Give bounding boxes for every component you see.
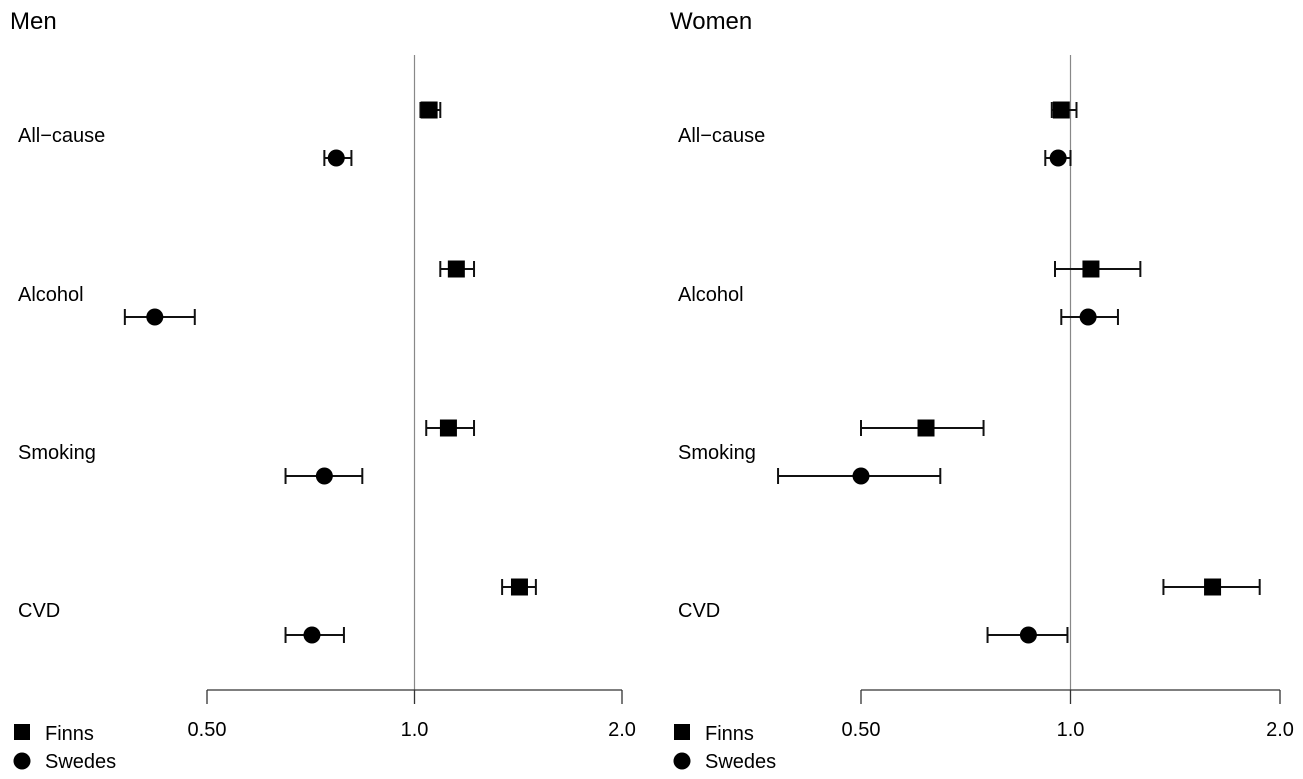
category-label: All−cause <box>18 125 105 147</box>
x-tick-label: 1.0 <box>401 719 429 741</box>
x-tick-label: 0.50 <box>842 719 881 741</box>
swedes-estimate <box>284 467 364 485</box>
legend-circle-marker <box>13 752 31 770</box>
x-tick-label: 1.0 <box>1057 719 1085 741</box>
square-marker <box>1052 101 1070 119</box>
legend-label-swedes: Swedes <box>45 751 116 773</box>
square-marker <box>510 578 528 596</box>
panel-title: Men <box>10 8 57 35</box>
circle-marker <box>146 308 164 326</box>
finns-estimate <box>860 419 985 437</box>
legend-circle-marker <box>673 752 691 770</box>
square-marker <box>420 101 438 119</box>
circle-marker <box>1079 308 1097 326</box>
square-marker <box>1082 260 1100 278</box>
swedes-estimate <box>1044 149 1072 167</box>
circle-marker <box>327 149 345 167</box>
legend: Finns Swedes <box>673 723 776 773</box>
x-tick-label: 2.0 <box>1266 719 1294 741</box>
swedes-estimate <box>323 149 353 167</box>
finns-estimate <box>425 419 476 437</box>
category-label: Alcohol <box>18 284 84 306</box>
finns-estimate <box>439 260 476 278</box>
legend-label-finns: Finns <box>705 723 754 745</box>
square-marker <box>1204 578 1222 596</box>
category-label: Smoking <box>678 442 756 464</box>
circle-marker <box>315 467 333 485</box>
finns-estimate <box>1053 260 1142 278</box>
category-label: Alcohol <box>678 284 744 306</box>
swedes-estimate <box>284 626 345 644</box>
x-tick-label: 0.50 <box>188 719 227 741</box>
legend-label-swedes: Swedes <box>705 751 776 773</box>
finns-estimate <box>501 578 537 596</box>
circle-marker <box>303 626 321 644</box>
legend-square-marker <box>14 724 30 740</box>
circle-marker <box>852 467 870 485</box>
swedes-estimate <box>777 467 942 485</box>
swedes-estimate <box>1060 308 1119 326</box>
square-marker <box>439 419 457 437</box>
legend: Finns Swedes <box>13 723 116 773</box>
category-label: All−cause <box>678 125 765 147</box>
category-label: CVD <box>678 600 720 622</box>
panel-title: Women <box>670 8 752 35</box>
square-marker <box>447 260 465 278</box>
panel-women: Women 0.50 1.0 2.0 All−cause Alcohol Smoking CV… <box>670 8 1294 773</box>
square-marker <box>917 419 935 437</box>
swedes-estimate <box>986 626 1069 644</box>
legend-label-finns: Finns <box>45 723 94 745</box>
finns-estimate <box>1162 578 1261 596</box>
x-tick-label: 2.0 <box>608 719 636 741</box>
category-label: Smoking <box>18 442 96 464</box>
finns-estimate <box>419 101 442 119</box>
legend-square-marker <box>674 724 690 740</box>
finns-estimate <box>1050 101 1078 119</box>
category-label: CVD <box>18 600 60 622</box>
panel-men: Men 0.50 1.0 2.0 All−cause Alcohol Smoking CVD F… <box>10 8 636 773</box>
swedes-estimate <box>123 308 196 326</box>
circle-marker <box>1019 626 1037 644</box>
circle-marker <box>1049 149 1067 167</box>
